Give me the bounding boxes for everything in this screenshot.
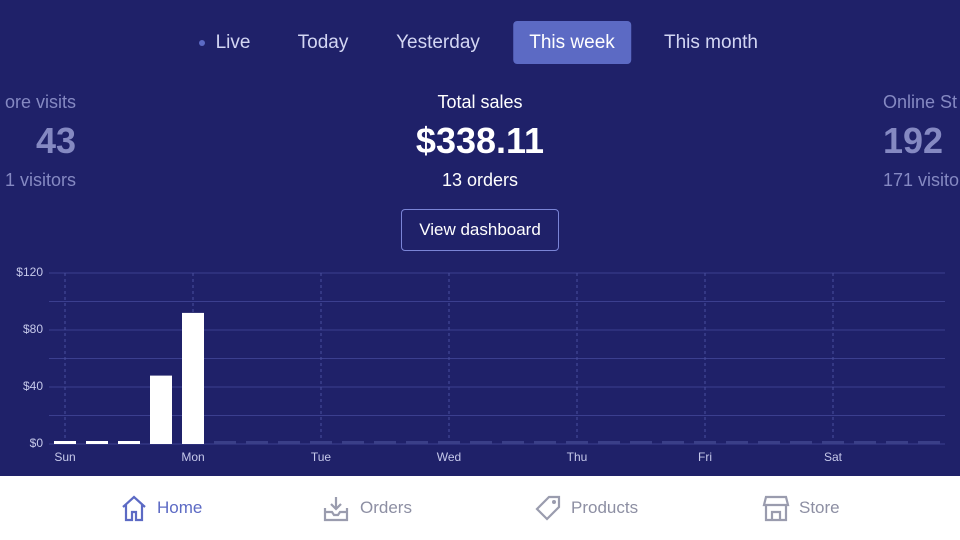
products-icon[interactable] bbox=[534, 494, 562, 522]
nav-label[interactable]: Orders bbox=[360, 498, 412, 517]
stat-title: Total sales bbox=[437, 92, 523, 112]
x-tick-label: Sun bbox=[54, 450, 75, 464]
bar bbox=[182, 312, 204, 444]
nav-label[interactable]: Home bbox=[157, 498, 203, 517]
empty-bar bbox=[502, 441, 524, 444]
empty-bar bbox=[342, 441, 364, 444]
empty-bar bbox=[310, 441, 332, 444]
empty-bar bbox=[470, 441, 492, 444]
x-tick-label: Tue bbox=[311, 450, 332, 464]
stat-title: ore visits bbox=[4, 92, 76, 112]
y-tick-label: $120 bbox=[16, 265, 43, 279]
bar bbox=[118, 441, 140, 444]
empty-bar bbox=[630, 441, 652, 444]
empty-bar bbox=[598, 441, 620, 444]
empty-bar bbox=[534, 441, 556, 444]
empty-bar bbox=[790, 441, 812, 444]
x-tick-label: Mon bbox=[181, 450, 204, 464]
y-tick-label: $40 bbox=[23, 379, 43, 393]
y-tick-label: $80 bbox=[23, 322, 43, 336]
empty-bar bbox=[886, 441, 908, 444]
stat-value: 43 bbox=[35, 120, 76, 161]
stat-sub: 1 visitors bbox=[4, 170, 76, 190]
empty-bar bbox=[822, 441, 844, 444]
bottom-nav bbox=[0, 476, 960, 540]
stat-sub: 13 orders bbox=[441, 170, 519, 190]
empty-bar bbox=[246, 441, 268, 444]
empty-bar bbox=[758, 441, 780, 444]
empty-bar bbox=[918, 441, 940, 444]
x-tick-label: Sat bbox=[824, 450, 843, 464]
x-tick-label: Wed bbox=[437, 450, 461, 464]
chart: $0 $40 $80 $120 Sun Mon Tue Wed Thu Fri Sat bbox=[16, 265, 945, 464]
tab[interactable]: Live bbox=[215, 32, 251, 53]
x-tick-label: Fri bbox=[698, 450, 712, 464]
tab[interactable]: Yesterday bbox=[396, 32, 480, 53]
orders-icon[interactable] bbox=[322, 494, 350, 522]
empty-bar bbox=[406, 441, 428, 444]
empty-bar bbox=[278, 441, 300, 444]
tab[interactable]: This month bbox=[664, 32, 758, 53]
view-dashboard-button[interactable]: View dashboard bbox=[401, 209, 559, 251]
empty-bar bbox=[726, 441, 748, 444]
empty-bar bbox=[566, 441, 588, 444]
empty-bar bbox=[438, 441, 460, 444]
stat-sub: 171 visito bbox=[883, 170, 960, 190]
empty-bar bbox=[214, 441, 236, 444]
empty-bar bbox=[662, 441, 684, 444]
y-tick-label: $0 bbox=[30, 436, 44, 450]
live-dot bbox=[199, 40, 205, 46]
tab[interactable]: Today bbox=[297, 32, 349, 53]
tab[interactable]: This week bbox=[513, 21, 631, 64]
nav-label[interactable]: Store bbox=[799, 498, 840, 517]
stat-title: Online St bbox=[883, 92, 958, 112]
empty-bar bbox=[694, 441, 716, 444]
nav-label[interactable]: Products bbox=[571, 498, 639, 517]
x-tick-label: Thu bbox=[567, 450, 588, 464]
empty-bar bbox=[374, 441, 396, 444]
bar bbox=[54, 441, 76, 444]
bar bbox=[86, 441, 108, 444]
empty-bar bbox=[854, 441, 876, 444]
store-icon[interactable] bbox=[762, 494, 790, 522]
stat-value: $338.11 bbox=[415, 120, 545, 161]
home-icon[interactable] bbox=[120, 494, 148, 522]
bar bbox=[150, 375, 172, 444]
stat-value: 192 bbox=[883, 120, 944, 161]
